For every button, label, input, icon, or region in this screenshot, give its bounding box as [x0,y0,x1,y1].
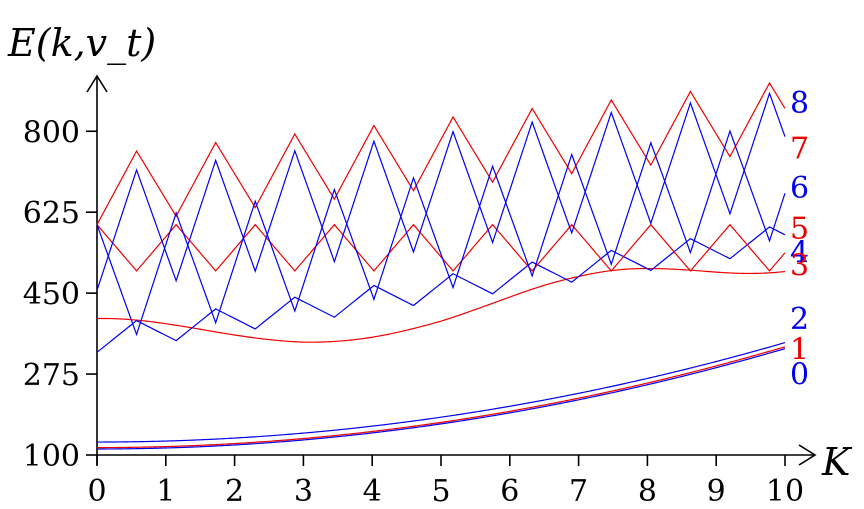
labels: 8 7 6 543 210 [790,86,809,392]
level-label-1: 1 [790,333,809,368]
x-axis-arrow [798,444,817,466]
curve-level-2 [97,342,786,443]
level-label-4: 4 [790,236,809,271]
curve-level-5 [96,223,786,272]
x-tick-label-0: 0 [87,474,106,509]
level-label-5: 5 [790,211,809,246]
y-tick-label-800: 800 [23,115,80,150]
x-tick-label-1: 1 [156,474,175,509]
level-label-0: 0 [790,358,809,393]
curve-level-4 [96,226,786,353]
curves [96,81,786,450]
y-tick-label-625: 625 [23,196,80,231]
curve-level-6 [96,91,786,291]
curve-level-3 [96,267,786,343]
y-ticks: 100 275 450 625 800 [23,115,97,474]
x-tick-label-10: 10 [766,474,804,509]
x-tick-label-3: 3 [294,474,313,509]
level-label-2: 2 [790,302,809,337]
y-tick-label-450: 450 [23,277,80,312]
x-tick-label-9: 9 [707,474,726,509]
level-label-7: 7 [790,131,809,166]
x-tick-label-5: 5 [431,474,450,509]
x-tick-label-6: 6 [500,474,519,509]
x-tick-label-7: 7 [569,474,588,509]
curve-level-8 [96,129,786,337]
y-axis-title: E(k,v_t) [7,21,156,66]
curve-level-7 [96,81,786,225]
curve-level-1 [97,346,786,449]
level-label-3: 3 [790,248,809,283]
y-tick-label-100: 100 [23,439,80,474]
x-axis-title: K [821,440,853,484]
x-tick-label-8: 8 [638,474,657,509]
level-label-6: 6 [790,171,809,206]
y-tick-label-275: 275 [23,358,80,393]
level-label-8: 8 [790,86,809,121]
x-ticks: 0 1 2 3 4 5 6 7 8 9 10 [87,455,804,509]
x-tick-label-4: 4 [363,474,382,509]
y-axis-arrow [86,74,108,93]
axes [86,74,817,466]
curve-level-0 [97,348,786,450]
x-tick-label-2: 2 [225,474,244,509]
